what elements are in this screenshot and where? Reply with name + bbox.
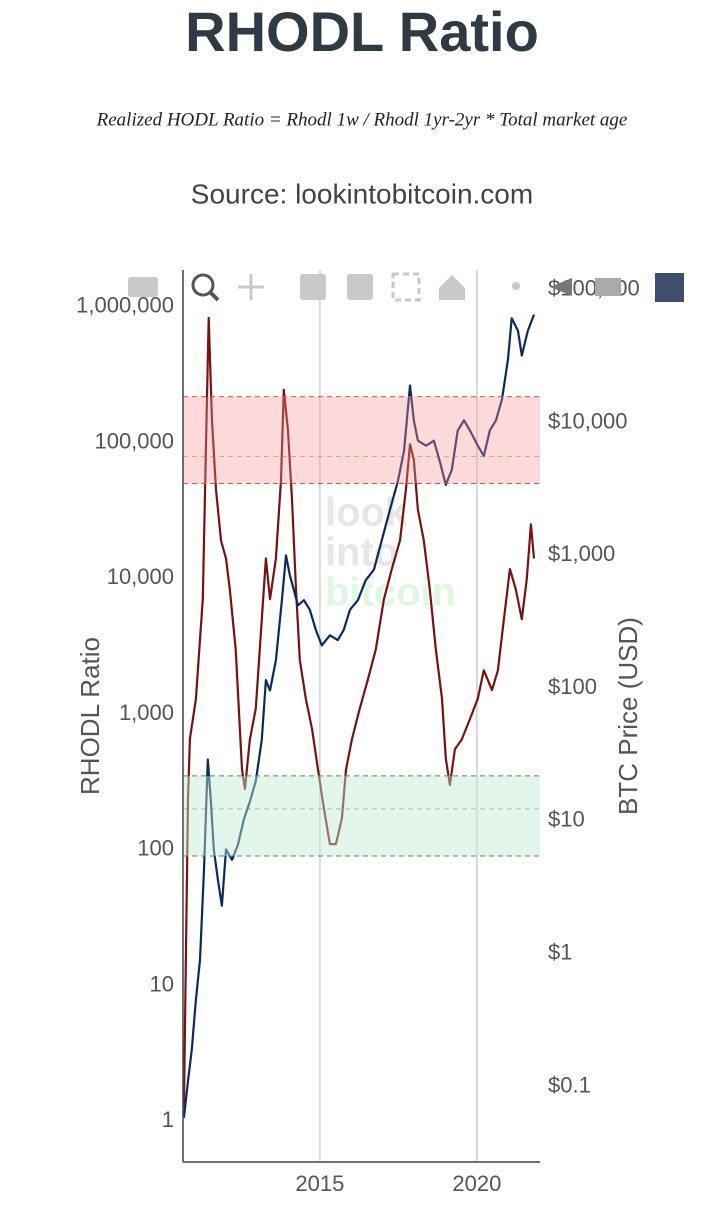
- source: Source: lookintobitcoin.com: [191, 178, 533, 209]
- formula: Realized HODL Ratio = Rhodl 1w / Rhodl 1…: [96, 109, 628, 130]
- y-tick-label: 1,000: [119, 700, 174, 725]
- zoom-icon[interactable]: [191, 273, 215, 297]
- home-icon[interactable]: [439, 275, 465, 300]
- pan-icon[interactable]: [238, 274, 264, 300]
- watermark-text: look: [325, 491, 408, 535]
- axes: 2015 2020 1 10 100 1,000 10,000 100,000 1,000,00…: [75, 270, 643, 1196]
- y2-tick-label: $1,000: [548, 541, 615, 566]
- watermark-text: into: [325, 531, 398, 575]
- y-axis-title: RHODL Ratio: [75, 637, 105, 795]
- y2-tick-label: $1: [548, 940, 572, 965]
- plot-area: [183, 270, 540, 1162]
- chart-title: RHODL Ratio: [185, 0, 539, 63]
- zoom-in-icon[interactable]: [300, 274, 326, 300]
- series-line: [183, 316, 536, 1109]
- spike-icon[interactable]: [512, 282, 520, 290]
- autoscale-icon[interactable]: [391, 272, 421, 302]
- band: [183, 396, 540, 484]
- x-tick-label: 2020: [452, 1171, 501, 1196]
- band: [183, 775, 540, 856]
- y-tick-label: 1: [162, 1107, 174, 1132]
- y-tick-label: 1,000,000: [76, 293, 174, 318]
- series-line: [183, 314, 536, 1119]
- y2-axis-title: BTC Price (USD): [613, 617, 643, 815]
- y2-tick-label: $10: [548, 807, 585, 832]
- hover-closest-icon[interactable]: [550, 278, 572, 296]
- x-tick-label: 2015: [295, 1171, 344, 1196]
- modebar: [128, 272, 684, 302]
- zoom-handle: [208, 290, 220, 302]
- plotly-logo[interactable]: [655, 273, 684, 302]
- y-tick-label: 10: [150, 971, 174, 996]
- y2-tick-label: $100: [548, 674, 597, 699]
- camera-icon[interactable]: [128, 277, 158, 297]
- hover-compare-icon[interactable]: [595, 278, 621, 296]
- y-tick-label: 100: [137, 836, 174, 861]
- zoom-out-icon[interactable]: [347, 274, 373, 300]
- y-tick-label: 10,000: [107, 564, 174, 589]
- y2-tick-label: $10,000: [548, 408, 628, 433]
- y2-tick-label: $0.1: [548, 1072, 591, 1097]
- y-tick-label: 100,000: [94, 428, 174, 453]
